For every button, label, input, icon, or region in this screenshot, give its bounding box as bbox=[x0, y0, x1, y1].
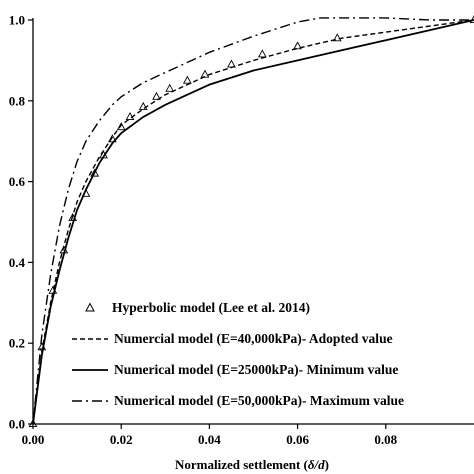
legend: Hyperbolic model (Lee et al. 2014) Numerc… bbox=[72, 300, 404, 408]
x-tick-label: 0.08 bbox=[374, 432, 397, 447]
data-point-triangle bbox=[257, 49, 267, 58]
data-point-triangle bbox=[28, 419, 38, 428]
data-point-triangle bbox=[90, 168, 100, 177]
legend-marker-triangle bbox=[85, 302, 95, 312]
x-tick-label: 0.04 bbox=[198, 432, 221, 447]
data-point-triangle bbox=[332, 33, 342, 42]
x-axis-title: Normalized settlement (δ/d) bbox=[175, 457, 329, 472]
x-tick-label: 0.06 bbox=[286, 432, 309, 447]
y-tick-label: 0.6 bbox=[9, 174, 26, 189]
series-line-solid bbox=[32, 19, 474, 425]
legend-label: Numercial model (E=40,000kPa)- Adopted v… bbox=[114, 331, 393, 346]
data-point-triangle bbox=[200, 69, 210, 78]
data-point-triangle bbox=[469, 15, 474, 24]
series-hyperbolic-markers bbox=[28, 15, 474, 428]
series-layer bbox=[28, 15, 474, 428]
legend-label: Numerical model (E=50,000kPa)- Maximum v… bbox=[114, 393, 404, 408]
data-point-triangle bbox=[152, 91, 161, 100]
data-point-triangle bbox=[116, 122, 126, 131]
y-tick-label: 1.0 bbox=[9, 13, 25, 28]
x-tick-label: 0.00 bbox=[22, 432, 45, 447]
data-point-triangle bbox=[108, 134, 117, 143]
y-tick-label: 0.0 bbox=[9, 417, 25, 432]
data-point-triangle bbox=[165, 83, 175, 92]
x-axis-title-symbol: δ/d bbox=[308, 457, 325, 472]
data-point-triangle bbox=[138, 101, 148, 110]
data-point-triangle bbox=[293, 41, 302, 50]
series-line-dashed bbox=[32, 19, 474, 425]
data-point-triangle bbox=[125, 112, 135, 121]
x-axis-ticks: 0.00 0.02 0.04 0.06 0.08 bbox=[22, 424, 398, 447]
data-point-triangle bbox=[182, 75, 192, 84]
series-line-dashdot bbox=[32, 17, 474, 425]
legend-label: Numerical model (E=25000kPa)- Minimum va… bbox=[114, 362, 398, 377]
x-tick-label: 0.02 bbox=[110, 432, 133, 447]
y-tick-label: 0.2 bbox=[9, 336, 25, 351]
legend-label: Hyperbolic model (Lee et al. 2014) bbox=[112, 300, 310, 315]
x-axis-title-suffix: ) bbox=[325, 457, 329, 472]
x-axis-title-prefix: Normalized settlement ( bbox=[175, 457, 308, 472]
plot-area bbox=[32, 18, 474, 425]
y-tick-label: 0.4 bbox=[9, 255, 26, 270]
y-axis-ticks: 0.0 0.2 0.4 0.6 0.8 1.0 bbox=[9, 13, 33, 432]
y-tick-label: 0.8 bbox=[9, 93, 26, 108]
